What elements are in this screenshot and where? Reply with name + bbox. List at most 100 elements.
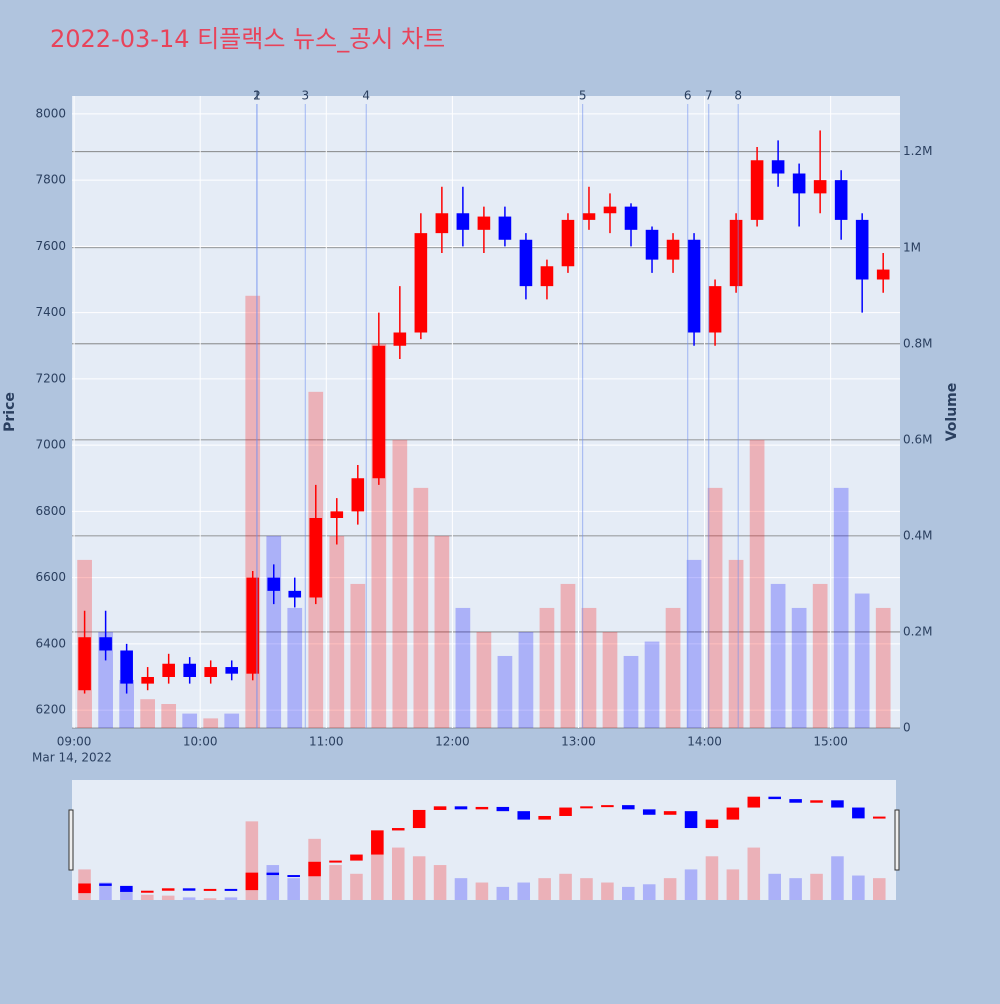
y-tick-label: 8000 [35,106,66,120]
slider-candle [580,806,593,809]
volume-bar [287,607,303,728]
slider-candle [371,830,384,855]
candle-body [834,180,848,220]
volume-bar [665,607,681,728]
candle-body [99,637,112,651]
candle-body [162,663,175,677]
slider-candle [475,806,489,810]
slider-candle [852,807,865,819]
candle-body [435,213,449,234]
volume-bar [770,583,786,728]
slider-candle [517,811,531,820]
candle-body [414,233,428,333]
slider-volume-bar [350,873,363,900]
y2-tick-label: 0 [903,721,911,735]
annotation-label: 6 [684,89,692,103]
y-tick-label: 7800 [35,173,66,187]
slider-volume-bar [663,878,677,900]
candle-body [876,269,890,280]
slider-candle [99,883,112,886]
candle-body [120,650,133,684]
volume-bar [875,607,891,728]
candle-body [582,213,596,220]
slider-volume-bar [872,878,886,900]
volume-bar [182,713,198,728]
slider-candle [308,861,321,877]
slider-volume-bar [642,884,656,900]
volume-bar [791,607,807,728]
volume-bar [686,559,702,728]
slider-candle [601,805,614,808]
candle-body [309,517,323,598]
candle-body [855,219,869,280]
slider-handle[interactable] [894,809,900,871]
slider-candle [538,815,551,820]
y-tick-label: 6800 [35,504,66,518]
slider-volume-bar [141,894,154,900]
volume-bar [602,631,618,728]
slider-candle [726,807,740,820]
slider-volume-bar [391,847,405,900]
volume-bar [623,655,639,728]
y-axis-label: Price [2,392,18,432]
chart-title: 2022-03-14 티플랙스 뉴스_공시 차트 [50,25,445,53]
slider-candle [789,799,802,803]
slider-candle [705,819,719,829]
slider-volume-bar [580,878,593,900]
y-tick-label: 7000 [35,438,66,452]
x-tick-label: 10:00 [183,735,218,749]
slider-candle [433,806,447,810]
slider-candle [747,796,761,808]
candle-body [540,266,554,287]
y-tick-label: 6400 [35,636,66,650]
slider-volume-bar [182,897,196,900]
volume-bar [728,559,744,728]
candle-body [330,511,344,518]
slider-volume-bar [161,895,175,900]
slider-candle [203,888,217,891]
volume-bar [707,487,723,728]
candle-body [498,216,512,240]
volume-bar [140,699,156,728]
annotation-label: 2 [253,89,261,103]
slider-volume-bar [496,886,510,900]
annotation-label: 4 [362,89,370,103]
volume-bar [518,631,534,728]
candle-body [141,676,154,684]
candle-body [708,286,722,333]
slider-candle [120,885,133,892]
y2-tick-label: 1.2M [903,144,932,158]
x-tick-label: 11:00 [309,735,344,749]
volume-bar [455,607,471,728]
volume-bar [833,487,849,728]
x-date-label: Mar 14, 2022 [32,751,112,765]
candle-body [792,173,806,194]
slider-candle [663,811,677,815]
slider-handle[interactable] [68,809,74,871]
candle-body [561,219,575,267]
slider-candle [391,828,405,831]
volume-bar [434,535,450,728]
volume-bar [329,535,345,728]
slider-volume-bar [475,882,489,900]
y-tick-label: 6200 [35,703,66,717]
slider-candle [622,805,635,810]
slider-candle [872,816,886,819]
volume-bar [98,631,113,728]
annotation-label: 7 [705,89,713,103]
volume-bar [497,655,513,728]
slider-candle [810,800,823,803]
slider-volume-bar [266,865,280,900]
candle-body [666,239,680,260]
y2-tick-label: 1M [903,240,921,254]
y-tick-label: 7400 [35,305,66,319]
candle-body [603,206,617,214]
x-tick-label: 13:00 [561,735,596,749]
candle-body [687,239,701,333]
volume-bar [539,607,555,728]
slider-volume-bar [538,878,551,900]
slider-volume-bar [789,878,802,900]
candle-body [813,180,827,194]
candle-body [204,667,218,677]
